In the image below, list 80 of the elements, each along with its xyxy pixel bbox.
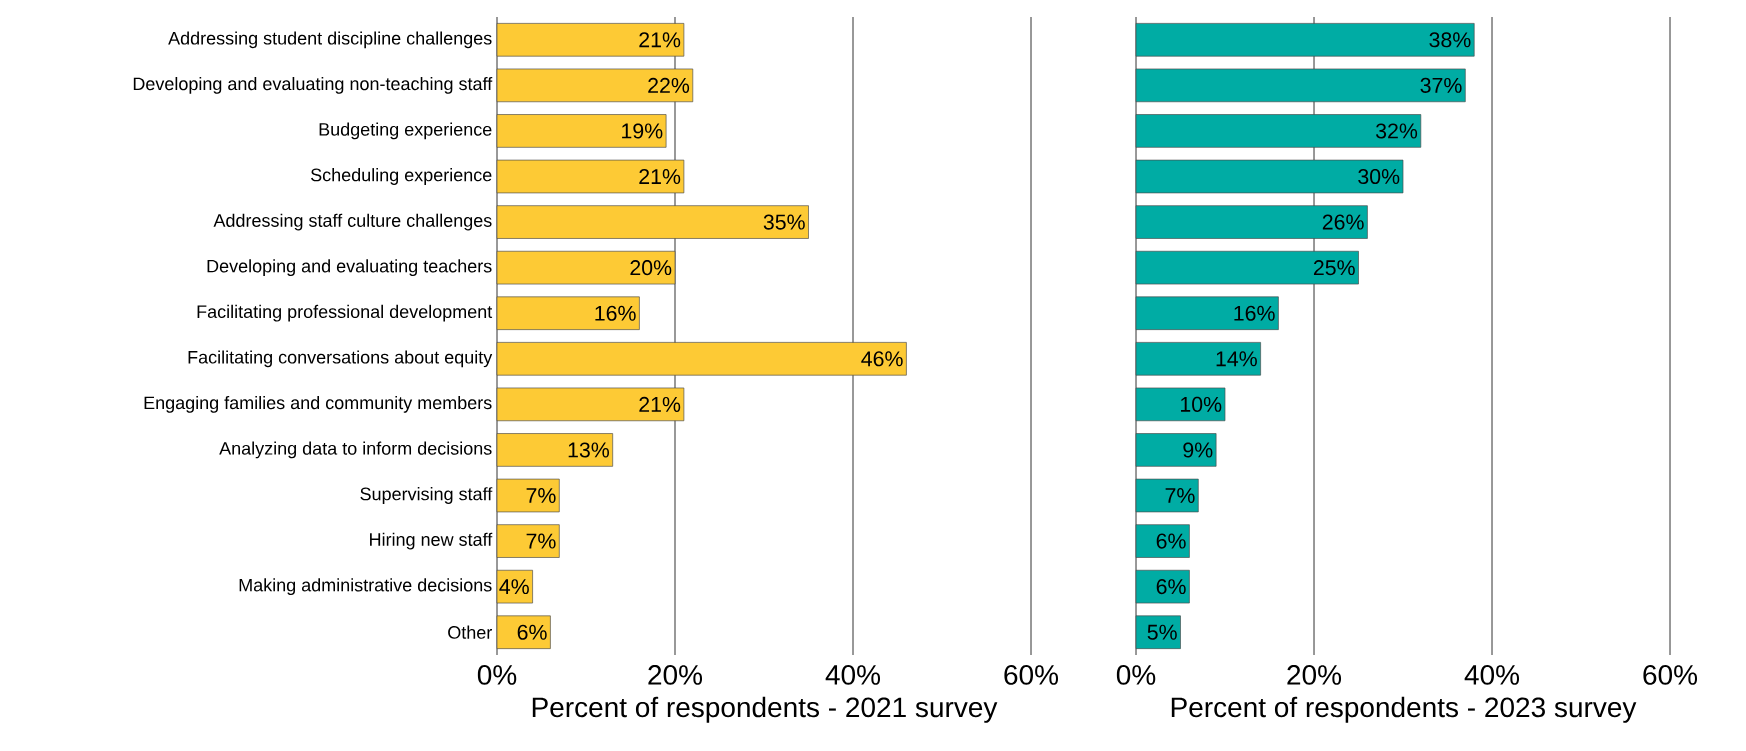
data-label: 6% [517,624,547,640]
x-tick-label: 20% [648,665,703,685]
data-label: 21% [639,32,681,48]
data-label: 7% [1165,488,1195,503]
y-tick-label: Supervising staff [360,487,493,504]
data-label: 10% [1181,396,1222,412]
bar [496,387,685,422]
data-label: 32% [1375,123,1418,139]
bar [1135,68,1466,103]
data-label: 14% [1216,351,1257,367]
data-label: 22% [648,77,690,93]
x-axis-title: Percent of respondents - 2021 survey [532,696,998,723]
data-label: 16% [595,305,636,321]
x-tick-label: 0% [1116,665,1156,685]
data-label: 13% [568,442,610,458]
data-label: 4% [499,579,529,595]
y-tick-label: Hiring new staff [370,532,493,550]
x-tick-label: 0% [477,665,517,685]
y-tick-label: Addressing staff culture challenges [213,213,492,231]
bar [1135,387,1226,422]
x-tick-label: 60% [1643,665,1698,685]
data-label: 37% [1420,77,1462,93]
data-label: 7% [526,533,556,549]
bar [496,205,809,239]
x-tick-label: 60% [1004,665,1059,685]
bar [1135,205,1368,239]
bar [496,478,560,513]
data-label: 30% [1358,168,1400,185]
bar [496,296,640,330]
data-label: 7% [526,488,556,503]
y-tick-label: Facilitating conversations about equity [188,350,493,368]
y-tick-label: Budgeting experience [319,122,492,140]
x-axis-title: Percent of respondents - 2023 survey [1171,696,1637,723]
bar [496,524,560,558]
bar [496,68,694,103]
y-tick-label: Scheduling experience [310,168,492,185]
y-tick-label: Analyzing data to inform decisions [219,441,492,459]
x-tick-label: 40% [1464,665,1520,685]
bar [1135,433,1217,467]
bar [496,569,533,604]
bar [496,250,676,285]
bar [1135,23,1475,57]
bar [1135,159,1404,194]
bar [1135,478,1199,513]
y-tick-label: Engaging families and community members [144,395,492,413]
bar [496,342,907,376]
data-label: 6% [1156,533,1186,549]
data-label: 19% [622,123,663,139]
data-label: 46% [861,351,903,367]
data-label: 5% [1147,624,1177,640]
data-label: 9% [1183,442,1213,458]
y-tick-label: Other [448,625,492,639]
bar [496,114,667,148]
data-label: 26% [1322,214,1364,230]
y-tick-label: Making administrative decisions [239,578,492,596]
data-label: 38% [1429,32,1471,48]
data-label: 21% [639,396,681,412]
bar [1135,296,1279,330]
data-label: 35% [763,214,805,230]
bar [1135,569,1190,604]
data-label: 25% [1313,260,1355,276]
bar [1135,342,1261,376]
bar [496,159,685,194]
y-tick-label: Facilitating professional development [197,304,493,322]
bar [1135,615,1181,649]
data-label: 16% [1234,305,1275,321]
x-tick-label: 20% [1287,665,1342,685]
bar [496,23,685,57]
x-tick-label: 40% [825,665,881,685]
y-tick-label: Addressing student discipline challenges [168,31,492,49]
data-label: 21% [639,169,681,185]
bar [496,433,614,467]
bar [1135,114,1422,148]
bar [496,615,551,649]
data-label: 20% [630,260,672,276]
y-tick-label: Developing and evaluating non-teaching staff [133,76,493,94]
data-label: 6% [1156,579,1186,595]
bar [1135,250,1359,285]
bar [1135,524,1190,558]
y-tick-label: Developing and evaluating teachers [207,259,492,277]
